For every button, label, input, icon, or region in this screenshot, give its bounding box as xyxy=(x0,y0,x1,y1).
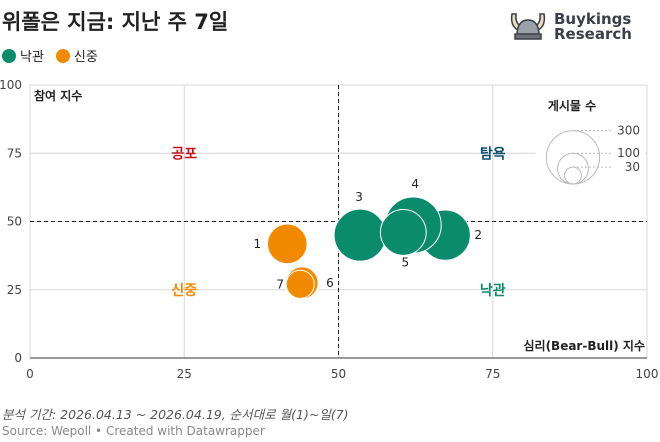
size-legend-value: 30 xyxy=(625,160,640,174)
logo-line1: Buykings xyxy=(554,10,632,28)
y-tick-label: 0 xyxy=(14,351,22,365)
bubble-label: 2 xyxy=(474,228,482,242)
quadrant-label: 탐욕 xyxy=(480,145,506,162)
bubble-label: 4 xyxy=(411,177,419,191)
quadrant-label: 신중 xyxy=(171,283,197,299)
bubble xyxy=(285,269,315,299)
y-axis-label: 참여 지수 xyxy=(34,88,82,103)
legend-item-caution: 신중 xyxy=(55,46,98,65)
viking-helmet-icon xyxy=(510,13,546,40)
quadrant-label: 공포 xyxy=(171,146,197,162)
size-legend-value: 300 xyxy=(617,124,640,138)
x-tick-label: 100 xyxy=(636,367,659,381)
x-tick-label: 25 xyxy=(177,367,192,381)
x-tick-label: 50 xyxy=(331,367,346,381)
legend-swatch-orange xyxy=(55,48,70,63)
legend-label: 낙관 xyxy=(20,50,44,65)
y-tick-label: 50 xyxy=(7,215,22,229)
y-tick-label: 25 xyxy=(7,283,22,297)
y-tick-label: 100 xyxy=(0,78,22,92)
legend: 낙관 신중 xyxy=(2,46,98,65)
bubble-label: 3 xyxy=(355,190,363,204)
bubble xyxy=(333,208,387,262)
bubble-label: 6 xyxy=(326,276,334,290)
logo: Buykings Research xyxy=(508,10,632,44)
bubble xyxy=(266,223,308,265)
chart-title: 위폴은 지금: 지난 주 7일 xyxy=(2,10,229,34)
x-axis-label: 심리(Bear-Bull) 지수 xyxy=(523,338,645,353)
logo-line2: Research xyxy=(554,25,632,43)
y-tick-label: 75 xyxy=(7,146,22,160)
bubble-label: 1 xyxy=(253,237,261,251)
size-legend-background xyxy=(535,120,645,188)
legend-item-optimism: 낙관 xyxy=(2,46,44,65)
size-legend-title: 게시물 수 xyxy=(548,99,596,113)
quadrant-label: 낙관 xyxy=(480,282,506,299)
x-tick-label: 75 xyxy=(485,367,500,381)
legend-swatch-green xyxy=(2,48,16,63)
bubble-label: 7 xyxy=(276,277,284,291)
legend-label: 신중 xyxy=(73,50,98,65)
bubble-label: 5 xyxy=(401,255,409,269)
footer-note: 분석 기간: 2026.04.13 ~ 2026.04.19, 순서대로 월(1… xyxy=(2,407,349,422)
x-tick-label: 0 xyxy=(26,367,34,381)
bubble xyxy=(379,209,427,256)
footer-source: Source: Wepoll • Created with Datawrappe… xyxy=(2,424,265,438)
size-legend-value: 100 xyxy=(617,146,640,160)
